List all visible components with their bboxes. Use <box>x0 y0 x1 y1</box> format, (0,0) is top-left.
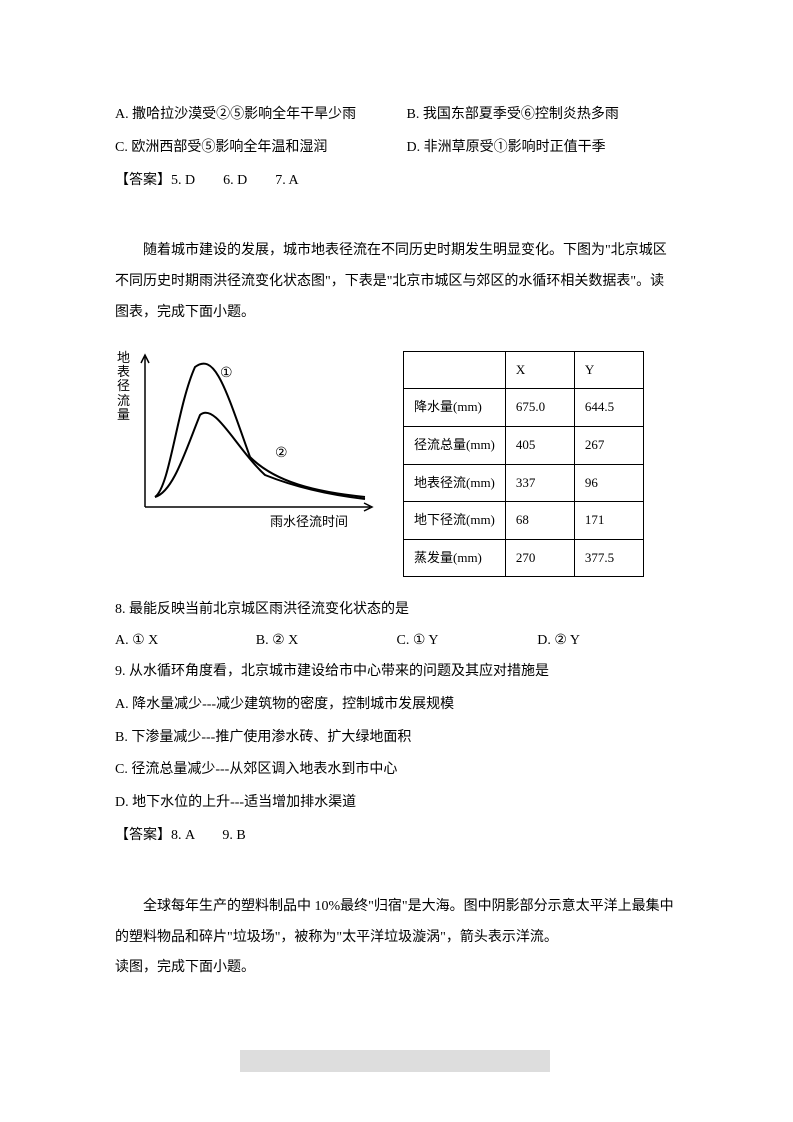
table-cell: 171 <box>574 502 643 540</box>
q8-option-c: C. ① Y <box>397 626 538 657</box>
q9-option-d: D. 地下水位的上升---适当增加排水渠道 <box>115 788 678 819</box>
table-row: 径流总量(mm) 405 267 <box>404 426 644 464</box>
q8-option-d: D. ② Y <box>537 626 678 657</box>
table-cell: 降水量(mm) <box>404 389 506 427</box>
table-cell: 337 <box>505 464 574 502</box>
table-cell: 68 <box>505 502 574 540</box>
runoff-chart: 地表径流量 ① ② 雨水径流时间 <box>115 347 385 537</box>
table-cell: 地下径流(mm) <box>404 502 506 540</box>
prev-option-d: D. 非洲草原受①影响时正值干季 <box>387 133 679 164</box>
prev-option-c: C. 欧洲西部受⑤影响全年温和湿润 <box>115 133 387 164</box>
table-cell: 96 <box>574 464 643 502</box>
table-cell: Y <box>574 351 643 389</box>
series-label-1: ① <box>220 366 233 381</box>
table-row: 蒸发量(mm) 270 377.5 <box>404 539 644 577</box>
passage-2-p2: 读图，完成下面小题。 <box>115 953 678 984</box>
table-row: 地表径流(mm) 337 96 <box>404 464 644 502</box>
chart-series-2 <box>155 412 365 498</box>
table-cell: 377.5 <box>574 539 643 577</box>
figure-row: 地表径流量 ① ② 雨水径流时间 <box>115 347 678 578</box>
q8-option-a: A. ① X <box>115 626 256 657</box>
table-cell: 405 <box>505 426 574 464</box>
prev-option-b: B. 我国东部夏季受⑥控制炎热多雨 <box>387 100 679 131</box>
chart-series-1 <box>155 363 365 496</box>
footer-bar <box>240 1050 550 1072</box>
prev-option-a: A. 撒哈拉沙漠受②⑤影响全年干旱少雨 <box>115 100 387 131</box>
table-row: 降水量(mm) 675.0 644.5 <box>404 389 644 427</box>
passage-2-p1: 全球每年生产的塑料制品中 10%最终"归宿"是大海。图中阴影部分示意太平洋上最集… <box>115 892 678 954</box>
q8-stem: 8. 最能反映当前北京城区雨洪径流变化状态的是 <box>115 595 678 626</box>
table-cell: X <box>505 351 574 389</box>
table-cell: 径流总量(mm) <box>404 426 506 464</box>
passage-1: 随着城市建设的发展，城市地表径流在不同历史时期发生明显变化。下图为"北京城区不同… <box>115 236 678 328</box>
q9-stem: 9. 从水循环角度看，北京城市建设给市中心带来的问题及其应对措施是 <box>115 657 678 688</box>
table-row: 地下径流(mm) 68 171 <box>404 502 644 540</box>
q8-option-b: B. ② X <box>256 626 397 657</box>
table-row-head: X Y <box>404 351 644 389</box>
table-cell <box>404 351 506 389</box>
table-cell: 270 <box>505 539 574 577</box>
series-label-2: ② <box>275 446 288 461</box>
q9-option-b: B. 下渗量减少---推广使用渗水砖、扩大绿地面积 <box>115 723 678 754</box>
table-cell: 644.5 <box>574 389 643 427</box>
q9-option-c: C. 径流总量减少---从郊区调入地表水到市中心 <box>115 755 678 786</box>
table-cell: 蒸发量(mm) <box>404 539 506 577</box>
chart-xlabel: 雨水径流时间 <box>270 508 348 537</box>
table-cell: 地表径流(mm) <box>404 464 506 502</box>
hydrology-table: X Y 降水量(mm) 675.0 644.5 径流总量(mm) 405 267… <box>403 351 644 578</box>
chart-svg: ① ② <box>115 347 375 517</box>
table-cell: 675.0 <box>505 389 574 427</box>
table-cell: 267 <box>574 426 643 464</box>
answer-8-9: 【答案】8. A 9. B <box>115 821 678 852</box>
q9-option-a: A. 降水量减少---减少建筑物的密度，控制城市发展规模 <box>115 690 678 721</box>
chart-ylabel: 地表径流量 <box>117 351 131 422</box>
answer-5-6-7: 【答案】5. D 6. D 7. A <box>115 166 678 197</box>
